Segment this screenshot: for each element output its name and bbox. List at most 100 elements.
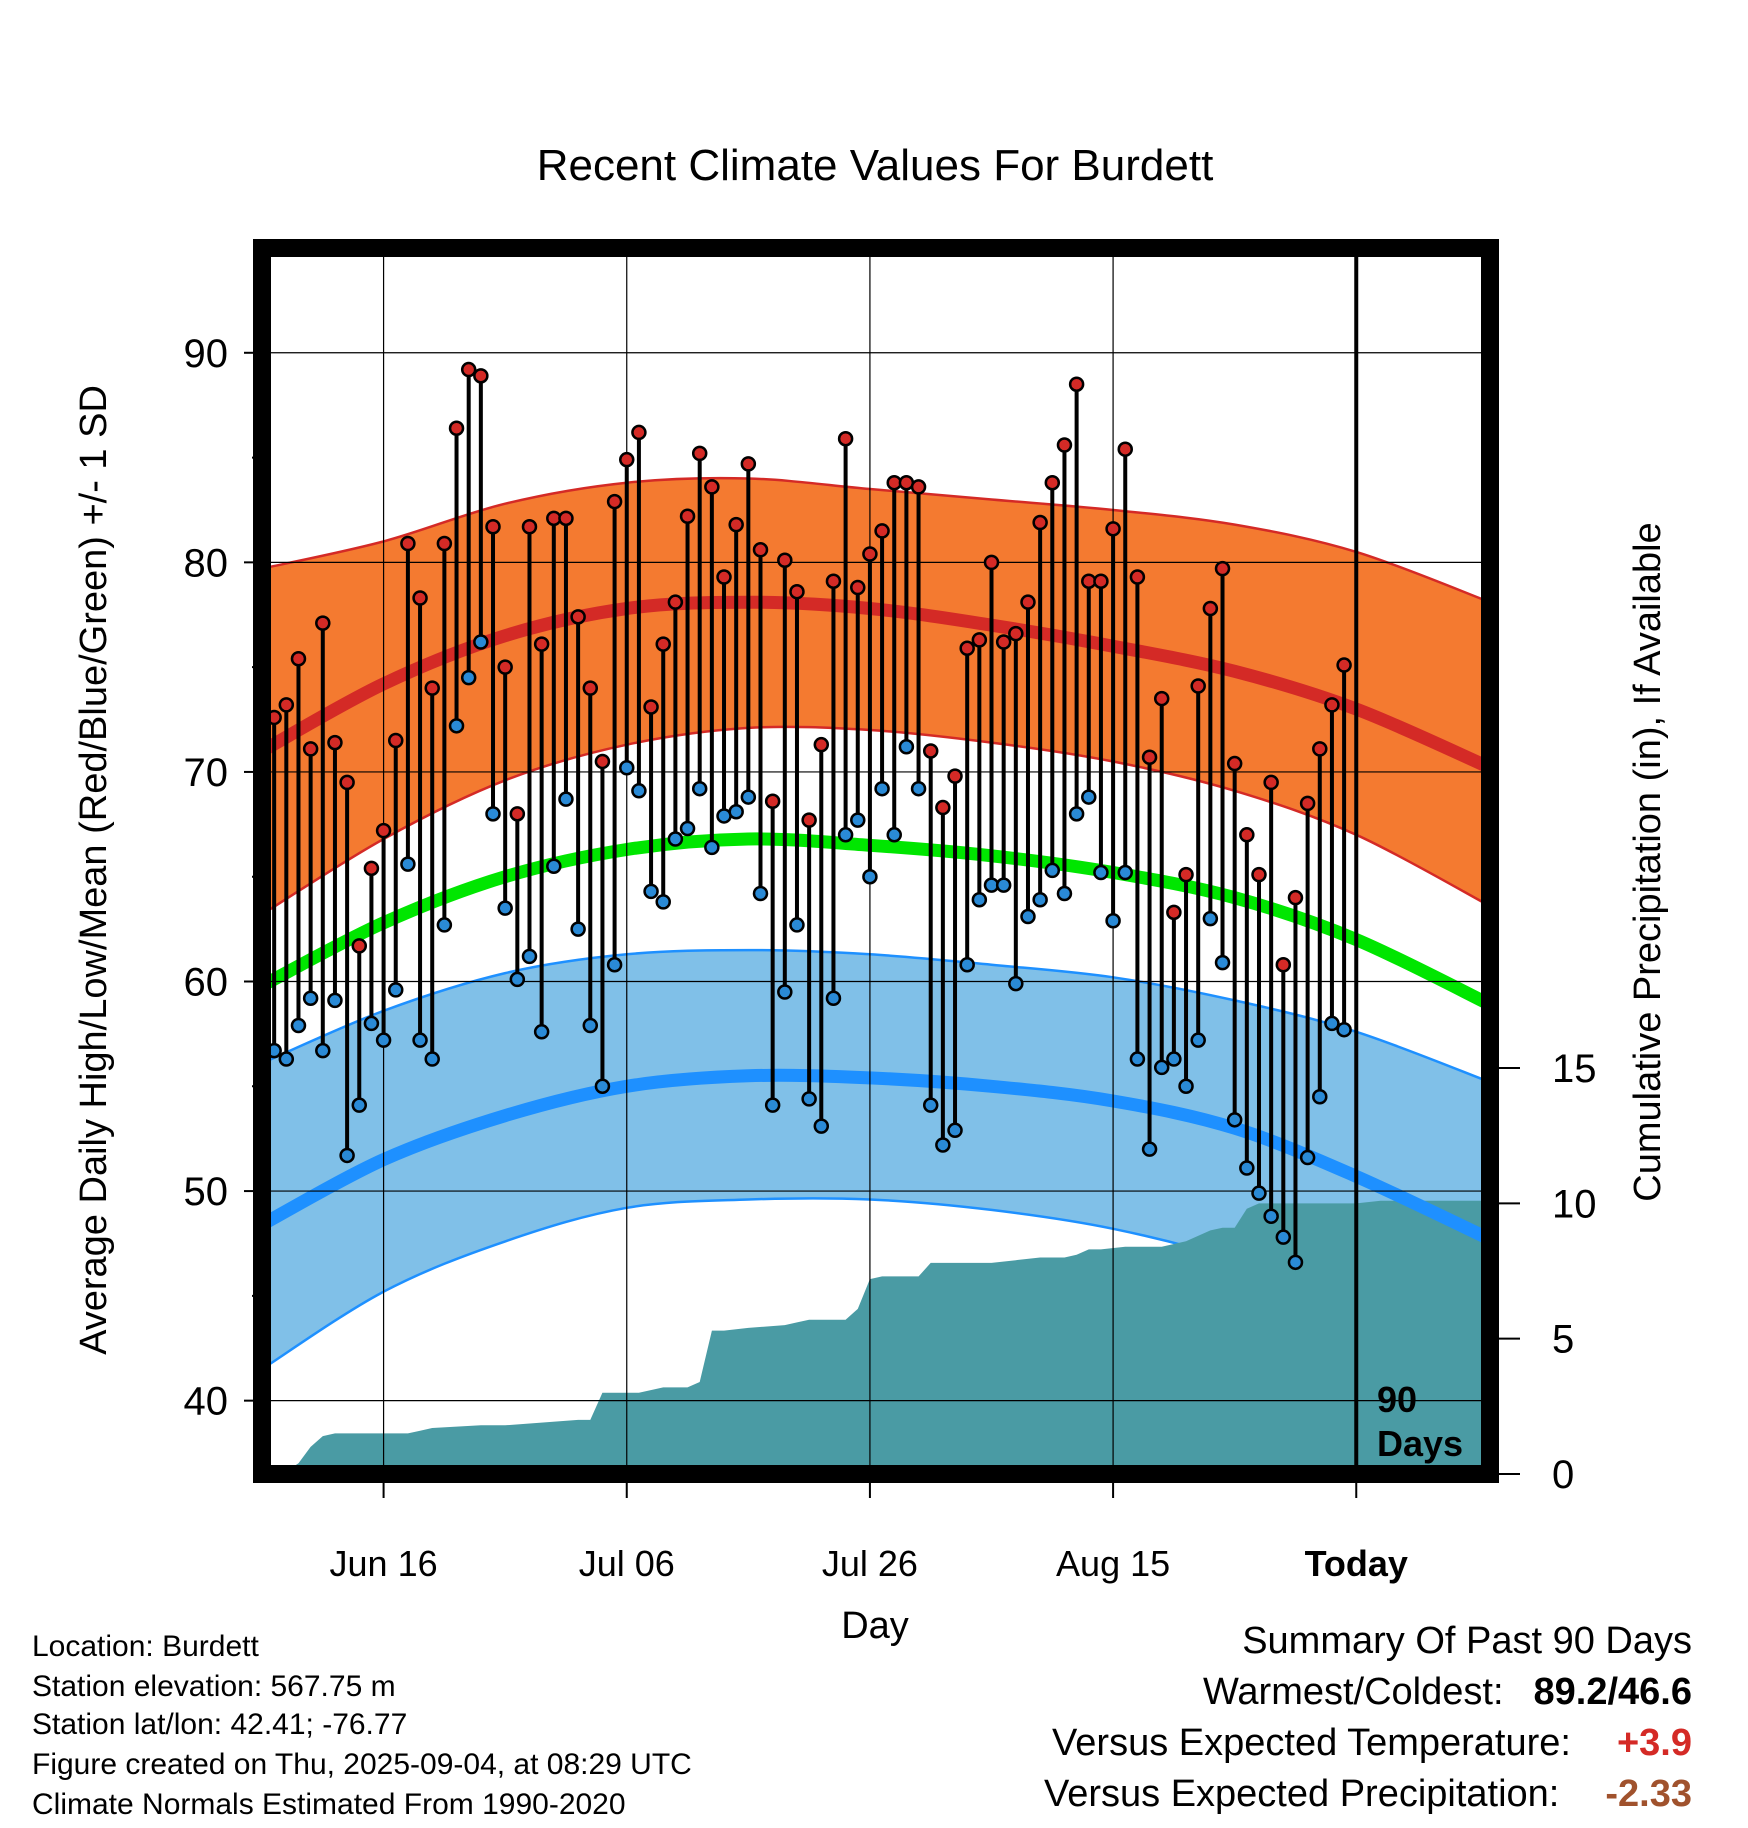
high-temp-point <box>582 680 599 696</box>
high-temp-point <box>387 732 404 749</box>
info-latlon: Station lat/lon: 42.41; -76.77 <box>32 1708 408 1741</box>
high-temp-point <box>1202 600 1219 617</box>
low-temp-point <box>995 877 1012 893</box>
high-temp-point <box>740 456 757 472</box>
low-temp-point <box>387 982 404 998</box>
summary-temp-label: Versus Expected Temperature: <box>1052 1722 1571 1764</box>
high-temp-point <box>874 523 890 539</box>
high-temp-point <box>1153 690 1170 707</box>
low-temp-point <box>1032 892 1048 908</box>
high-temp-point <box>448 420 465 436</box>
x-tick-label: Jul 26 <box>822 1543 918 1584</box>
low-temp-point <box>1044 862 1061 879</box>
high-temp-point <box>1044 474 1061 491</box>
high-temp-point <box>691 445 708 462</box>
high-temp-point <box>1141 749 1158 766</box>
info-normals: Climate Normals Estimated From 1990-2020 <box>32 1788 626 1821</box>
low-temp-point <box>1129 1051 1146 1067</box>
low-temp-point <box>801 1091 817 1107</box>
low-temp-point <box>679 820 696 837</box>
high-temp-point <box>278 697 295 713</box>
high-temp-point <box>509 806 526 822</box>
high-temp-point <box>1032 514 1048 531</box>
low-temp-point <box>1239 1160 1255 1176</box>
high-temp-point <box>1190 678 1206 694</box>
high-temp-point <box>412 590 428 606</box>
low-temp-point <box>1068 806 1085 822</box>
low-temp-point <box>546 858 562 874</box>
low-temp-point <box>1008 975 1024 992</box>
low-temp-point <box>886 827 902 843</box>
low-temp-point <box>1020 908 1036 925</box>
high-temp-point <box>1166 904 1182 921</box>
high-temp-point <box>1117 441 1133 457</box>
high-temp-point <box>351 938 368 954</box>
high-temp-point <box>460 361 477 378</box>
high-temp-point <box>290 651 307 667</box>
high-temp-point <box>436 535 453 552</box>
y2-axis-title: Cumulative Precipitation (in), If Availa… <box>1627 522 1669 1201</box>
low-temp-point <box>424 1051 440 1067</box>
high-temp-point <box>922 743 939 759</box>
low-temp-point <box>1190 1032 1206 1048</box>
high-temp-point <box>339 774 355 791</box>
high-temp-point <box>497 659 513 675</box>
high-temp-point <box>375 822 392 839</box>
cumulative-precip-area <box>262 1200 1490 1474</box>
high-temp-point <box>862 546 878 562</box>
low-temp-point <box>1166 1051 1182 1067</box>
low-temp-point <box>935 1137 951 1153</box>
low-temp-point <box>558 791 574 807</box>
info-elevation: Station elevation: 567.75 m <box>32 1670 396 1703</box>
low-temp-point <box>752 885 769 902</box>
summary-precip-label: Versus Expected Precipitation: <box>1043 1773 1560 1815</box>
low-temp-point <box>631 783 647 799</box>
y-tick-label: 80 <box>184 541 229 585</box>
low-temp-point <box>728 804 744 820</box>
high-temp-point <box>971 632 988 648</box>
low-temp-point <box>1263 1208 1279 1224</box>
low-temp-point <box>1324 1015 1340 1032</box>
low-temp-point <box>655 894 671 910</box>
today-annotation-line1: 90 <box>1377 1379 1417 1420</box>
high-temp-point <box>1008 625 1024 642</box>
plot-frame <box>253 239 1499 1483</box>
today-annotation-line2: Days <box>1377 1423 1463 1464</box>
high-temp-point <box>655 636 671 652</box>
low-temp-point <box>448 718 465 734</box>
low-temp-point <box>327 992 343 1009</box>
high-temp-point <box>837 430 854 447</box>
low-temp-point <box>619 759 635 776</box>
x-tick-label: Jul 06 <box>579 1543 675 1584</box>
y-tick-label: 70 <box>184 751 229 795</box>
high-temp-point <box>679 508 696 525</box>
high-temp-point <box>1129 569 1146 585</box>
x-tick-label: Today <box>1305 1543 1408 1584</box>
y2-tick-label: 0 <box>1552 1453 1574 1497</box>
summary-title: Summary Of Past 90 Days <box>1242 1620 1692 1662</box>
y-axis-title: Average Daily High/Low/Mean (Red/Blue/Gr… <box>73 385 115 1355</box>
high-temp-point <box>473 368 489 384</box>
low-temp-point <box>947 1122 963 1139</box>
low-temp-point <box>922 1097 939 1113</box>
low-temp-point <box>582 1017 599 1034</box>
x-tick-label: Aug 15 <box>1056 1543 1170 1584</box>
high-temp-point <box>485 518 501 535</box>
low-temp-point <box>1153 1059 1170 1076</box>
high-temp-point <box>667 594 684 610</box>
low-temp-point <box>1081 789 1097 805</box>
low-temp-point <box>691 780 708 797</box>
low-temp-point <box>813 1118 830 1134</box>
low-temp-point <box>509 971 526 988</box>
low-temp-point <box>910 780 927 797</box>
low-temp-point <box>302 990 319 1007</box>
high-temp-point <box>1105 521 1121 537</box>
summary-warmest-value: 89.2/46.6 <box>1533 1671 1692 1713</box>
low-temp-point <box>460 669 477 686</box>
summary-precip-row: Versus Expected Precipitation: -2.33 <box>1044 1773 1692 1816</box>
low-temp-point <box>436 917 453 933</box>
high-temp-point <box>1336 657 1352 673</box>
low-temp-point <box>704 839 720 856</box>
x-axis-title: Day <box>841 1605 909 1647</box>
